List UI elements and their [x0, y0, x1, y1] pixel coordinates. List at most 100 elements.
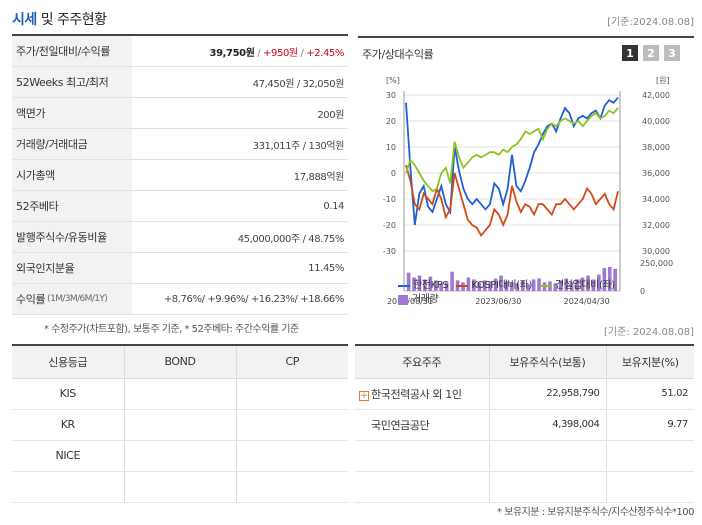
legend-label: 건설업대비(좌): [554, 280, 615, 291]
left-tick-label: 10: [386, 143, 396, 152]
volume-bar: [444, 282, 449, 291]
volume-bar: [613, 268, 617, 291]
volume-bar: [586, 275, 590, 291]
return-row: 수익률 (1M/3M/6M/1Y) +8.76%/ +9.96%/ +16.23%…: [12, 284, 348, 315]
volume-bar: [477, 282, 482, 291]
right-tick-label: 40,000: [642, 117, 670, 126]
volume-bar: [531, 279, 536, 291]
credit-header: CP: [236, 346, 348, 379]
volume-bar: [564, 278, 569, 291]
legend-label: 거래량: [412, 294, 439, 305]
chart-page-2-button[interactable]: 2: [643, 45, 659, 61]
right-axis-unit: [원]: [656, 76, 670, 85]
volume-bar: [482, 280, 487, 291]
volume-bar: [499, 275, 503, 291]
volume-bar: [520, 280, 525, 291]
x-tick-label: 2023/06/30: [475, 297, 521, 306]
table-row: [12, 471, 348, 503]
legend-item: KOSPI대비(좌): [456, 279, 532, 293]
beta-row: 52주베타 0.14: [12, 191, 348, 222]
credit-rating-table: 신용등급 BOND CP KIS KR NICE: [12, 346, 348, 503]
right-tick-label: 38,000: [642, 143, 670, 152]
chart-page-1-button[interactable]: 1: [622, 45, 638, 61]
holders-base-date: [기준: 2024.08.08]: [603, 327, 694, 338]
volume-bar: [526, 284, 531, 291]
series-line-1: [405, 97, 619, 226]
legend-label: 한전KPS: [413, 280, 449, 291]
table-row: KIS: [12, 378, 348, 410]
w52-row: 52Weeks 최고/최저 47,450원 / 32,050원: [12, 67, 348, 98]
volume-bar: [537, 278, 541, 291]
volume-bar: [602, 267, 607, 291]
volume-bar: [559, 280, 563, 291]
table-row: KR: [12, 409, 348, 441]
series-line-3: [405, 107, 619, 193]
volume-bar: [423, 279, 427, 291]
holders-header: 주요주주: [355, 346, 490, 379]
legend-swatch-line: [456, 285, 469, 287]
major-shareholders-table: 주요주주 보유주식수(보통) 보유지분(%) + 한국전력공사 외 1인 22,9…: [355, 346, 694, 503]
table-row: + 한국전력공사 외 1인 22,958,790 51.02: [355, 378, 694, 410]
volume-bar: [515, 283, 520, 291]
holders-footnote: * 보유지분 : 보유지분주식수/지수산정주식수*100: [497, 507, 694, 518]
legend-label: KOSPI대비(좌): [471, 280, 532, 291]
volume-row: 거래량/거래대금 331,011주 / 130억원: [12, 129, 348, 160]
chart-title: 주가/상대수익률: [362, 48, 434, 61]
left-tick-label: 20: [386, 117, 396, 126]
expand-plus-icon[interactable]: +: [359, 390, 369, 401]
holders-rule: [355, 344, 694, 346]
table-row: 국민연금공단 4,398,004 9.77: [355, 409, 694, 441]
x-tick-label: 2024/04/30: [564, 297, 610, 306]
quote-info-table: 주가/전일대비/수익률 39,750원 / +950원 / +2.45% 52W…: [12, 36, 348, 315]
legend-item: 거래량: [398, 293, 439, 307]
info-note: * 수정주가(차트포함), 보통주 기준, * 52주베타: 주간수익률 기준: [44, 324, 299, 335]
chart-legend: 한전KPS KOSPI대비(좌) 건설업대비(좌) 거래량: [398, 278, 688, 310]
base-date: [기준:2024.08.08]: [607, 17, 694, 28]
credit-rule: [12, 344, 348, 346]
volume-bar: [450, 271, 454, 291]
holders-header: 보유지분(%): [606, 346, 694, 379]
chart-pager: 1 2 3: [622, 45, 680, 61]
volume-tick-label: 0: [640, 287, 645, 296]
volume-bar: [493, 278, 498, 291]
return-value: +8.76%/ +9.96%/ +16.23%/ +18.66%: [163, 293, 345, 305]
volume-bar: [504, 281, 509, 291]
chart-panel: 주가/상대수익률 1 2 3 [%] [원] 30 20 10 0 -10 -20 -30 42,…: [358, 36, 694, 311]
left-tick-label: -10: [383, 195, 396, 204]
right-tick-label: 36,000: [642, 169, 670, 178]
volume-bar: [591, 279, 596, 291]
section-title: 시세 및 주주현황: [12, 12, 107, 28]
section-header: 시세 및 주주현황 [기준:2024.08.08]: [12, 6, 694, 32]
left-tick-label: -30: [383, 247, 396, 256]
chart-page-3-button[interactable]: 3: [664, 45, 680, 61]
volume-bar: [439, 283, 444, 291]
volume-bar: [417, 275, 422, 291]
table-row: NICE: [12, 440, 348, 472]
shares-row: 발행주식수/유동비율 45,000,000주 / 48.75%: [12, 222, 348, 253]
volume-bar: [580, 277, 585, 291]
volume-bar: [433, 280, 438, 291]
volume-tick-label: 250,000: [640, 259, 673, 268]
volume-bar: [412, 277, 416, 291]
right-tick-label: 32,000: [642, 221, 670, 230]
legend-swatch-line: [539, 285, 552, 287]
right-tick-label: 30,000: [642, 247, 670, 256]
volume-bar: [472, 279, 476, 291]
left-tick-label: 0: [391, 169, 396, 178]
holders-header: 보유주식수(보통): [489, 346, 607, 379]
left-axis-unit: [%]: [386, 76, 400, 85]
left-tick-label: -20: [383, 221, 396, 230]
left-tick-label: 30: [386, 91, 396, 100]
volume-bar: [607, 266, 612, 291]
volume-bar: [569, 282, 574, 291]
volume-bar: [575, 279, 579, 291]
credit-header: BOND: [124, 346, 237, 379]
face-value-row: 액면가 200원: [12, 98, 348, 129]
legend-swatch-box: [398, 295, 408, 305]
volume-bar: [488, 281, 492, 291]
table-row: [355, 471, 694, 503]
series-line-2: [405, 164, 619, 237]
volume-bar: [597, 274, 601, 291]
credit-header: 신용등급: [12, 346, 125, 379]
right-tick-label: 34,000: [642, 195, 670, 204]
